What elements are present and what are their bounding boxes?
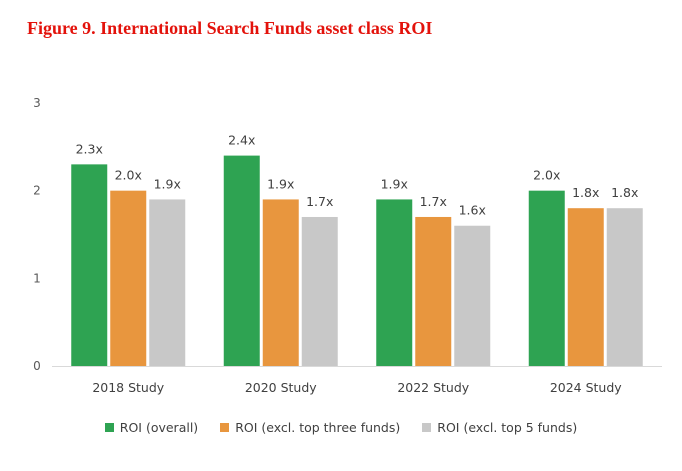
- legend-item-3: ROI (excl. top 5 funds): [422, 420, 577, 435]
- bar-2-1: [110, 190, 147, 366]
- bar-3-1: [149, 199, 186, 366]
- y-tick-label-2: 2: [33, 184, 41, 198]
- data-label-2-1: 2.0x: [115, 168, 142, 183]
- chart-legend: ROI (overall) ROI (excl. top three funds)…: [0, 420, 682, 435]
- data-label-1-2: 2.4x: [228, 133, 255, 148]
- legend-swatch: [220, 423, 230, 432]
- legend-label: ROI (excl. top three funds): [235, 420, 401, 435]
- x-tick-label-1: 2018 Study: [92, 380, 164, 395]
- bar-3-3: [454, 225, 491, 366]
- bar-1-2: [223, 155, 260, 366]
- data-label-1-4: 2.0x: [533, 168, 560, 183]
- data-label-2-4: 1.8x: [572, 185, 599, 200]
- x-tick-label-3: 2022 Study: [397, 380, 469, 395]
- legend-swatch: [422, 423, 432, 432]
- legend-item-1: ROI (overall): [104, 420, 199, 435]
- data-label-2-3: 1.7x: [420, 194, 447, 209]
- y-tick-label-3: 3: [33, 96, 41, 110]
- bar-2-3: [415, 216, 452, 366]
- legend-item-2: ROI (excl. top three funds): [220, 420, 400, 435]
- x-tick-label-4: 2024 Study: [550, 380, 622, 395]
- legend-label: ROI (overall): [119, 420, 199, 435]
- bar-3-2: [301, 216, 338, 366]
- data-label-3-2: 1.7x: [306, 194, 333, 209]
- figure-title: Figure 9. International Search Funds ass…: [27, 18, 433, 38]
- bar-2-2: [262, 199, 299, 366]
- bar-1-4: [528, 190, 565, 366]
- bar-1-1: [71, 164, 108, 366]
- bar-3-4: [606, 208, 643, 366]
- legend-swatch: [104, 423, 114, 432]
- data-label-1-3: 1.9x: [381, 176, 408, 191]
- legend-label: ROI (excl. top 5 funds): [437, 420, 578, 435]
- data-label-3-3: 1.6x: [459, 203, 486, 218]
- data-label-3-4: 1.8x: [611, 185, 638, 200]
- y-tick-label-0: 0: [33, 359, 41, 373]
- y-tick-label-1: 1: [33, 271, 41, 285]
- data-label-2-2: 1.9x: [267, 176, 294, 191]
- bar-2-4: [567, 208, 604, 366]
- data-label-3-1: 1.9x: [154, 176, 181, 191]
- bar-1-3: [376, 199, 413, 366]
- data-label-1-1: 2.3x: [76, 141, 103, 156]
- x-tick-label-2: 2020 Study: [245, 380, 317, 395]
